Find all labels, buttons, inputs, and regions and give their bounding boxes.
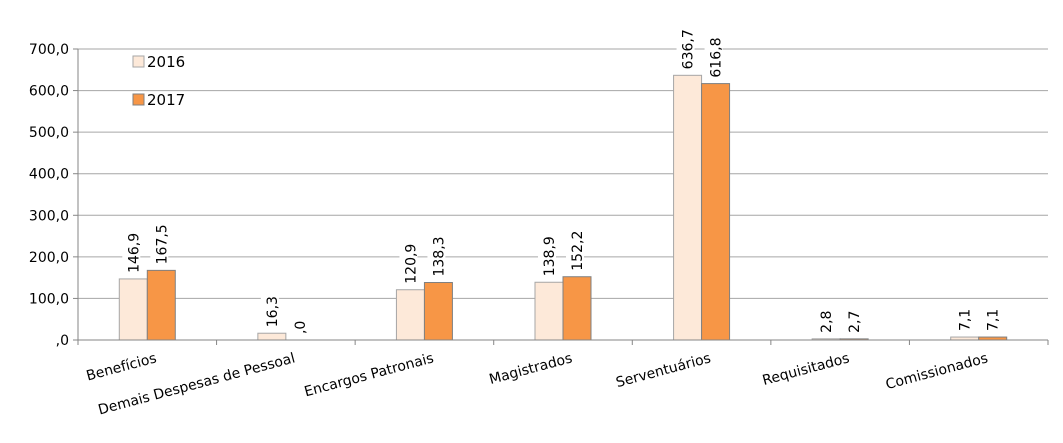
bar	[562, 276, 592, 341]
y-tick-label: 500,0	[29, 125, 69, 141]
bar	[423, 282, 453, 341]
data-label-bg	[122, 225, 141, 273]
x-category-label: Comissionados	[884, 350, 990, 393]
bar	[395, 289, 425, 341]
data-label-bg	[399, 236, 418, 284]
legend-swatch	[132, 93, 145, 106]
data-label-bg	[427, 229, 446, 277]
data-label: 2,8	[819, 311, 835, 333]
y-tick-label: 200,0	[29, 250, 69, 266]
bars	[118, 74, 1008, 341]
data-label-bg	[288, 312, 307, 334]
data-label-bg	[815, 303, 834, 333]
y-tick-label: 700,0	[29, 42, 69, 58]
data-label: 16,3	[265, 296, 281, 327]
data-label-bg	[676, 22, 695, 70]
y-tick-label: 300,0	[29, 208, 69, 224]
data-label: 167,5	[154, 224, 170, 264]
y-tick-label: 600,0	[29, 84, 69, 100]
bar	[118, 278, 148, 341]
data-label: 152,2	[570, 231, 586, 271]
y-axis: ,0 100,0 200,0 300,0 400,0 500,0 600,0 700,0	[29, 42, 79, 349]
data-label: 616,8	[709, 37, 725, 77]
bar	[257, 332, 287, 341]
data-label: 7,1	[986, 309, 1002, 331]
bar	[701, 83, 731, 341]
data-label: 7,1	[958, 309, 974, 331]
data-label: 146,9	[126, 233, 142, 273]
data-label-bg	[260, 288, 279, 328]
data-label: 2,7	[847, 311, 863, 333]
y-tick-label: 100,0	[29, 291, 69, 307]
gridlines	[78, 48, 1048, 299]
legend-label: 2016	[147, 53, 185, 71]
data-labels: 146,9 167,5 16,3 ,0 120,9 138,3 138,9 152,2 636,…	[122, 22, 1002, 334]
data-label: 138,9	[542, 236, 558, 276]
data-label: 138,3	[431, 236, 447, 276]
legend-label: 2017	[147, 91, 185, 109]
legend: 2016 2017	[132, 53, 185, 109]
x-category-label: Requisitados	[761, 350, 851, 389]
data-label-bg	[704, 30, 723, 78]
data-label-bg	[953, 301, 972, 332]
data-label-bg	[566, 223, 584, 271]
data-label-bg	[150, 217, 169, 265]
x-category-label: Magistrados	[487, 350, 574, 388]
bar	[673, 74, 703, 341]
data-label: 636,7	[681, 29, 697, 69]
x-category-label: Serventuários	[614, 350, 712, 391]
bar	[534, 281, 564, 341]
data-label: 120,9	[403, 244, 419, 284]
x-category-label: Encargos Patronais	[303, 350, 436, 400]
y-tick-label: 400,0	[29, 167, 69, 183]
data-label-bg	[538, 229, 556, 277]
data-label: ,0	[293, 321, 309, 334]
x-category-label: Benefícios	[85, 350, 159, 384]
bar	[146, 269, 176, 341]
data-label-bg	[981, 301, 1000, 332]
y-tick-label: ,0	[56, 333, 69, 349]
data-label-bg	[843, 303, 862, 333]
legend-swatch	[132, 55, 145, 68]
